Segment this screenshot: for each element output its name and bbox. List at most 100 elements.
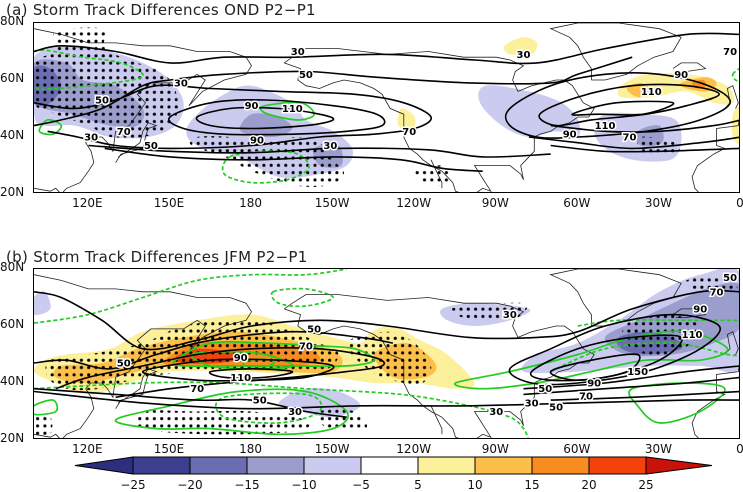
negative-difference-contour [215,392,323,424]
mean-contour [208,367,294,379]
lat-tick-20n: 20N [0,431,25,445]
mean-contour [550,390,739,401]
contour-label: 50 [95,95,109,106]
positive-difference-contour [172,340,375,368]
lon-tick: 150E [153,442,185,456]
lon-tick: 30W [644,442,672,456]
mean-contour [523,376,739,396]
negative-difference-contour [34,269,347,324]
contour-label: 110 [230,373,251,384]
contour-label: 90 [250,135,264,146]
contour-label: 70 [299,341,313,352]
coastline [724,331,739,355]
coastline [691,118,739,192]
contour-label: 90 [693,304,707,315]
lat-tick-60n: 60N [0,71,25,85]
mean-contour [529,334,683,382]
colorbar-label: 20 [581,478,597,492]
coastline [430,405,443,435]
positive-difference-contour [114,388,349,436]
negative-difference-contour [550,342,739,373]
colorbar-label: −5 [352,478,370,492]
shaded-region [478,85,581,138]
mean-contour [195,106,335,130]
contour-label: 50 [117,359,131,370]
mean-contour [550,144,739,153]
stipple-region [346,331,432,385]
colorbar-box [360,456,419,475]
lon-tick: 120E [72,196,103,210]
contour-label: 30 [291,47,305,58]
colorbar-arrow-high [645,456,713,475]
lon-tick: 90W [481,442,509,456]
mean-contour [55,347,386,399]
lat-tick-40n: 40N [0,374,25,388]
lon-tick: 180 [239,442,262,456]
contour-label: 90 [674,70,688,81]
contour-label: 50 [253,396,267,407]
mean-contour [34,330,394,370]
lon-tick: 30W [644,196,672,210]
contour-label: 30 [84,133,98,144]
contour-label: 70 [710,287,724,298]
mean-contour [571,100,675,116]
mean-contour [34,56,633,127]
contour-label: 90 [245,101,259,112]
contour-label: 50 [538,384,552,395]
mean-contour [549,353,641,382]
contour-label: 150 [627,367,648,378]
contour-label: 50 [144,141,158,152]
mean-contour [104,147,483,172]
contour-label: 90 [563,130,577,141]
contour-label: 50 [299,70,313,81]
colorbar-label: 25 [638,478,654,492]
contour-label: 90 [587,379,601,390]
contour-label: 110 [641,87,662,98]
contour-label: 30 [503,310,517,321]
lon-tick: 180 [239,196,262,210]
negative-difference-contour [34,381,530,438]
stipple-region [414,165,453,186]
panel-a-title: (a) Storm Track Differences OND P2−P1 [6,1,316,19]
shaded-region [397,108,416,132]
colorbar-box [189,456,248,475]
climatology-contours [34,32,739,172]
positive-difference-contour [38,118,63,136]
stipple-region [685,274,738,294]
contour-label: 30 [525,398,539,409]
contour-label: 110 [682,330,703,341]
colorbar-label: −10 [291,478,317,492]
contour-label: 30 [489,407,503,418]
lon-tick: 150W [314,442,350,456]
lat-tick-40n: 40N [0,128,25,142]
coastline [283,48,595,192]
contour-label: 50 [307,324,321,335]
negative-difference-contour [221,150,310,184]
contour-label: 90 [234,353,248,364]
colorbar-box [474,456,533,475]
colorbar-label: −25 [120,478,146,492]
colorbar-box [303,456,362,475]
colorbar-label: 10 [467,478,483,492]
colorbar-box [531,456,590,475]
stipple-region [34,415,53,437]
panel-b-map: 50 50 50 70 90 110 70 50 30 30 30 50 70 90 110 150 90 70 5… [33,268,740,439]
colorbar-label: −20 [177,478,203,492]
shaded-region [503,37,538,56]
difference-contours [34,269,739,438]
mean-contour [34,387,347,418]
coastline [549,23,682,81]
mean-contour [34,390,739,410]
lon-tick: 60W [563,442,591,456]
coastlines [34,23,739,192]
contour-label: 30 [517,50,531,61]
mean-contour [34,32,739,65]
colorbar-arrow-low [74,456,134,475]
mean-contour [34,289,739,351]
contour-label: 50 [549,403,563,414]
lon-tick: 90W [481,196,509,210]
lon-tick: 120W [396,196,432,210]
lon-tick: 150E [153,196,185,210]
